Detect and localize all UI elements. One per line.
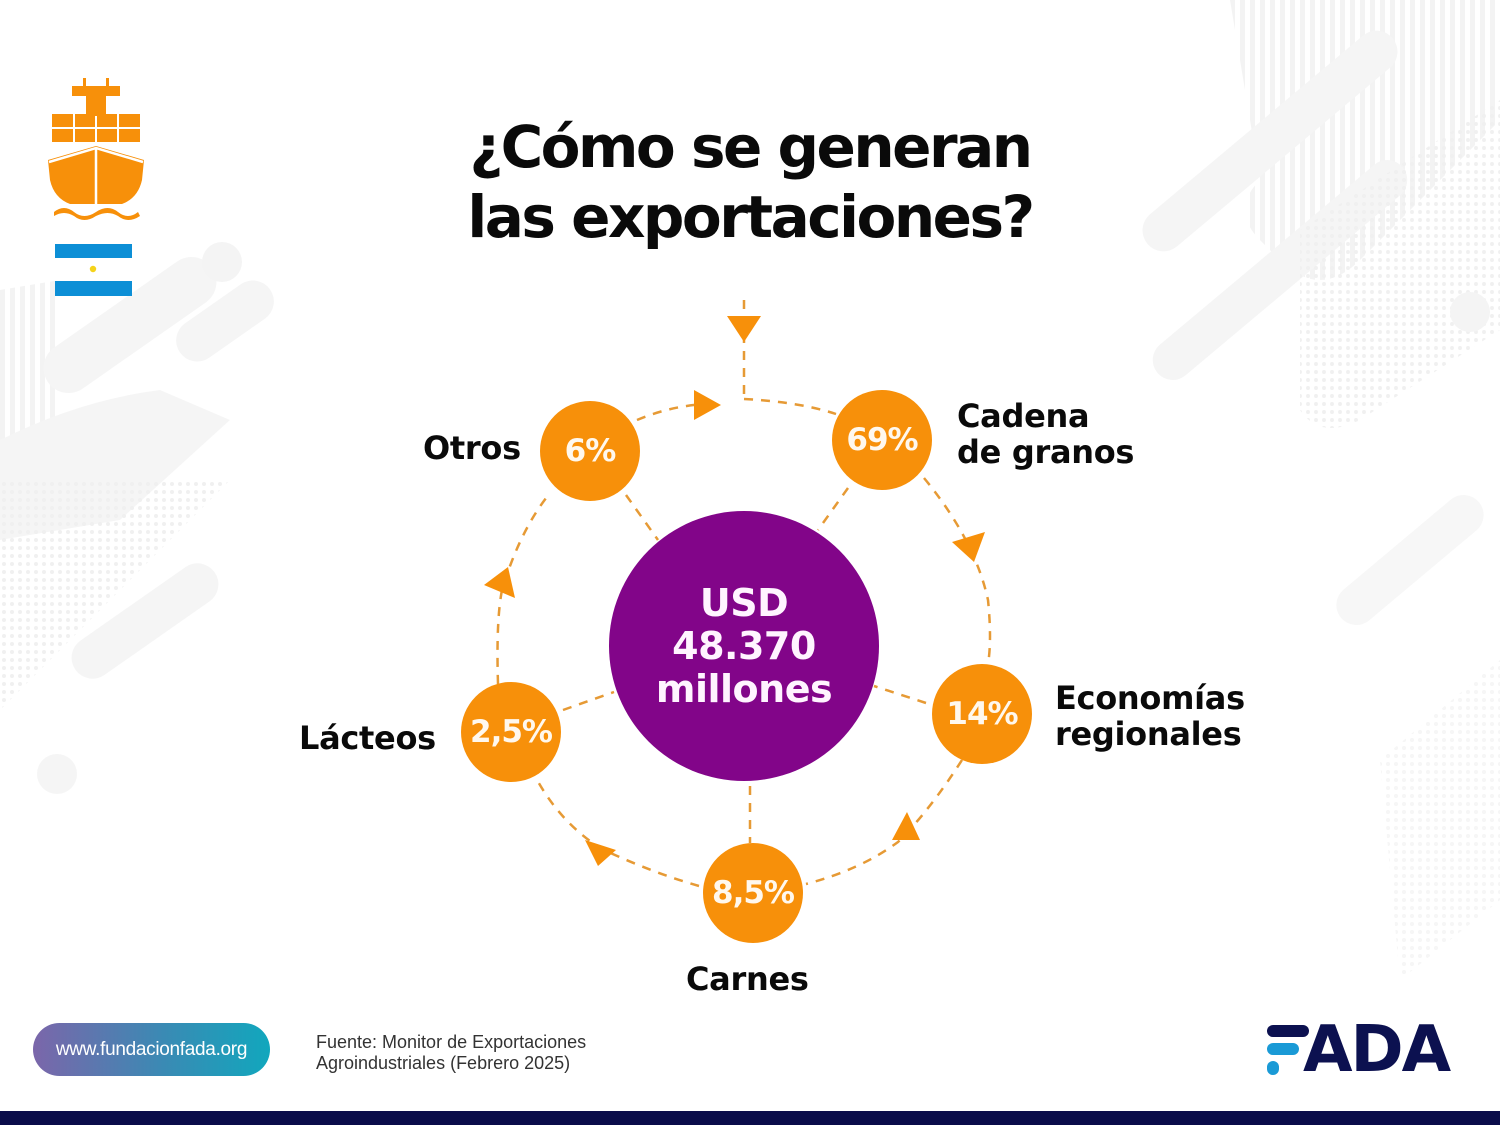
arrow-up-left-icon	[585, 840, 616, 866]
label-line: regionales	[1055, 715, 1242, 753]
source-line-2: Agroindustriales (Febrero 2025)	[316, 1053, 571, 1073]
segment-label-economias: Economías regionales	[1055, 680, 1245, 752]
page-title: ¿Cómo se generan las exportaciones?	[0, 112, 1500, 252]
source-line-1: Fuente: Monitor de Exportaciones	[316, 1032, 587, 1052]
bottom-bar	[0, 1111, 1500, 1125]
title-line-1: ¿Cómo se generan	[469, 113, 1033, 181]
title-line-2: las exportaciones?	[467, 183, 1035, 251]
arrow-down-icon	[952, 532, 985, 562]
total-currency: USD	[699, 580, 789, 625]
fada-logo-mark-icon	[1267, 1025, 1309, 1075]
segment-node-economias: 14%	[932, 664, 1032, 764]
cargo-ship-icon	[48, 78, 144, 220]
total-unit: millones	[655, 666, 833, 711]
segment-label-granos: Cadena de granos	[957, 398, 1134, 470]
segment-label-otros: Otros	[423, 429, 521, 467]
segment-node-lacteos: 2,5%	[461, 682, 561, 782]
total-exports-circle: USD 48.370 millones	[609, 511, 879, 781]
arrow-up-icon	[484, 567, 515, 598]
total-amount: 48.370	[672, 623, 816, 668]
label-line: Economías	[1055, 679, 1245, 717]
label-line: de granos	[957, 433, 1135, 471]
segment-node-carnes: 8,5%	[703, 843, 803, 943]
segment-node-granos: 69%	[832, 390, 932, 490]
segment-label-lacteos: Lácteos	[299, 719, 436, 757]
flow-arrows	[484, 316, 985, 866]
logo-text: ADA	[1303, 1013, 1451, 1087]
arrow-up-icon	[892, 812, 920, 840]
argentina-flag-icon	[55, 244, 132, 296]
segment-node-otros: 6%	[540, 401, 640, 501]
website-link[interactable]: www.fundacionfada.org	[33, 1023, 270, 1076]
segment-label-carnes: Carnes	[686, 960, 809, 998]
fada-logo: ADA	[1265, 1014, 1470, 1086]
arrow-down-icon	[727, 316, 761, 342]
arrow-right-icon	[694, 390, 721, 420]
label-line: Cadena	[957, 397, 1090, 435]
source-note: Fuente: Monitor de Exportaciones Agroind…	[316, 1032, 586, 1074]
